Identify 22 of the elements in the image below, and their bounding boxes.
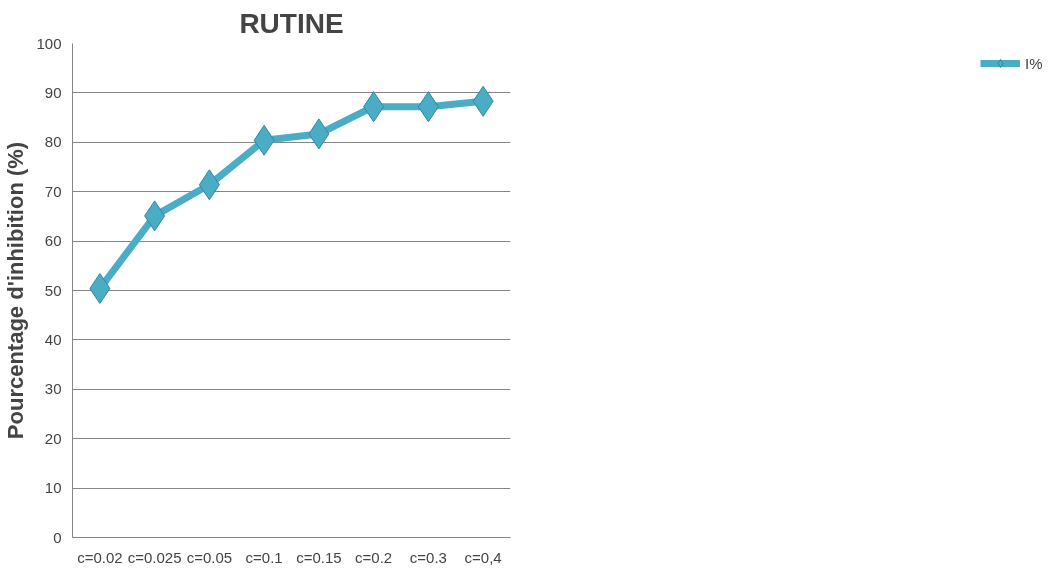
y-tick-label: 30	[44, 380, 62, 398]
chart-title: RUTINE	[239, 7, 344, 39]
x-tick-label: c=0.15	[296, 548, 342, 566]
legend-label: I%	[1025, 54, 1044, 72]
x-tick-label: c=0,4	[464, 548, 502, 566]
x-tick-label: c=0.2	[355, 548, 393, 566]
y-tick-label: 50	[44, 281, 62, 299]
y-tick-label: 10	[44, 479, 62, 497]
y-tick-label: 100	[36, 34, 62, 52]
x-tick-label: c=0.05	[186, 548, 233, 566]
x-tick-label: c=0.02	[77, 548, 123, 566]
x-tick-label: c=0.1	[245, 548, 283, 566]
y-axis-title: Pourcentage d'inhibition (%)	[3, 141, 29, 440]
y-tick-label: 60	[44, 232, 62, 250]
y-tick-label: 80	[44, 133, 62, 151]
y-tick-label: 40	[44, 330, 62, 348]
y-tick-label: 0	[53, 528, 62, 546]
x-tick-label: c=0.3	[409, 548, 447, 566]
y-tick-label: 70	[44, 182, 62, 200]
y-tick-label: 90	[44, 83, 62, 101]
x-tick-label: c=0.025	[127, 548, 182, 566]
y-tick-label: 20	[44, 429, 62, 447]
